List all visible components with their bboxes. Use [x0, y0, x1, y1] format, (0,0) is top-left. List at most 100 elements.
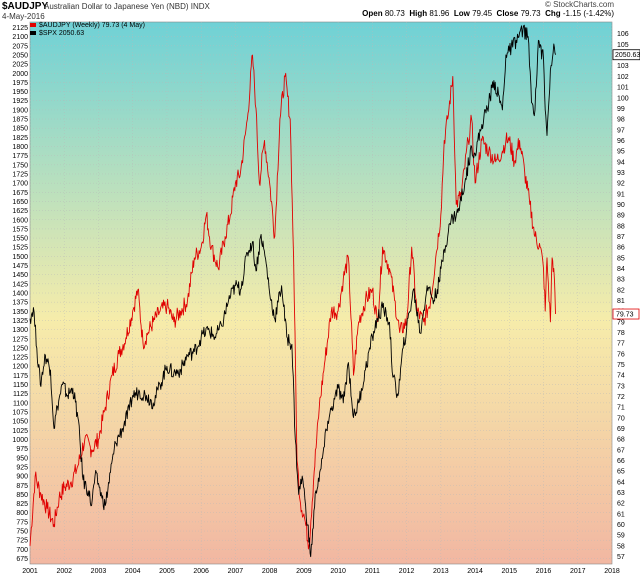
left-tick-label: 2100 [12, 34, 28, 41]
left-tick-label: 1700 [12, 181, 28, 188]
close-value: 79.73 [520, 9, 541, 18]
right-tick-label: 58 [617, 543, 625, 550]
left-tick-label: 1075 [12, 410, 28, 417]
right-tick-label: 77 [617, 341, 625, 348]
left-tick-label: 1300 [12, 327, 28, 334]
symbol-title: $AUDJPY [2, 1, 49, 12]
left-tick-label: 2050 [12, 52, 28, 59]
right-tick-label: 85 [617, 255, 625, 262]
left-tick-label: 750 [16, 529, 28, 536]
legend-spx: $SPX 2050.63 [39, 30, 84, 37]
left-tick-label: 800 [16, 510, 28, 517]
left-tick-label: 1475 [12, 263, 28, 270]
right-tick-label: 98 [617, 117, 625, 124]
high-label: High [409, 9, 428, 18]
right-tick-label: 89 [617, 213, 625, 220]
x-tick-label: 2005 [159, 568, 175, 575]
open-value: 80.73 [384, 9, 405, 18]
x-tick-label: 2018 [604, 568, 620, 575]
left-tick-label: 2125 [12, 25, 28, 32]
right-tick-label: 82 [617, 287, 625, 294]
left-tick-label: 1375 [12, 300, 28, 307]
left-tick-label: 1400 [12, 291, 28, 298]
legend-swatch-spx [30, 31, 36, 35]
right-tick-label: 86 [617, 245, 625, 252]
left-tick-label: 1125 [13, 391, 28, 398]
left-tick-label: 2000 [12, 71, 28, 78]
x-tick-label: 2016 [536, 568, 552, 575]
right-tick-label: 59 [617, 533, 625, 540]
left-tick-label: 1650 [12, 199, 28, 206]
x-tick-label: 2004 [125, 568, 141, 575]
last-value-badges: 79.73 2050.63 [612, 49, 640, 320]
right-tick-label: 93 [617, 170, 625, 177]
left-tick-label: 1150 [13, 382, 28, 389]
description-text: Australian Dollar to Japanese Yen (NBD) [44, 2, 189, 11]
legend: $AUDJPY (Weekly) 79.73 (4 May) $SPX 2050… [30, 22, 145, 37]
left-tick-label: 1525 [12, 245, 28, 252]
right-tick-label: 84 [617, 266, 625, 273]
right-tick-label: 76 [617, 351, 625, 358]
left-tick-label: 1850 [12, 126, 28, 133]
left-tick-label: 975 [16, 446, 28, 453]
right-tick-label: 91 [617, 191, 625, 198]
left-tick-label: 1925 [12, 98, 28, 105]
low-label: Low [453, 9, 470, 18]
right-axis: 57 58 59 60 61 62 63 64 65 66 67 68 69 70 71 72 73 74 75 76… [617, 31, 629, 561]
left-tick-label: 1025 [12, 428, 28, 435]
left-tick-label: 1950 [12, 89, 28, 96]
x-axis: 2001 2002 2003 2004 2005 2006 2007 2008 2009 2010… [22, 568, 620, 575]
x-tick-label: 2013 [433, 568, 449, 575]
chg-value: -1.15 (-1.42%) [562, 9, 614, 18]
right-tick-label: 100 [617, 95, 629, 102]
right-tick-label: 63 [617, 490, 625, 497]
right-tick-label: 87 [617, 234, 625, 241]
x-tick-label: 2014 [467, 568, 483, 575]
last-value-badge-audjpy [612, 308, 640, 320]
chg-label: Chg [545, 9, 561, 18]
high-value: 81.96 [429, 9, 450, 18]
right-tick-label: 65 [617, 469, 625, 476]
right-tick-label: 102 [617, 74, 629, 81]
right-tick-label: 95 [617, 149, 625, 156]
right-tick-label: 64 [617, 479, 625, 486]
series-line-spx [29, 24, 556, 558]
left-tick-label: 1325 [12, 318, 28, 325]
symbol-description: Australian Dollar to Japanese Yen (NBD) … [44, 2, 210, 11]
left-tick-label: 1900 [12, 107, 28, 114]
last-value-badge-spx [612, 49, 640, 61]
left-tick-label: 1775 [12, 153, 28, 160]
low-value: 79.45 [472, 9, 493, 18]
x-tick-label: 2010 [330, 568, 346, 575]
left-tick-label: 875 [16, 483, 28, 490]
left-tick-label: 1175 [13, 373, 28, 380]
right-tick-label: 66 [617, 458, 625, 465]
series-line-audjpy [29, 54, 556, 550]
x-tick-label: 2008 [262, 568, 278, 575]
left-tick-label: 675 [16, 556, 28, 563]
left-tick-label: 1600 [12, 217, 28, 224]
x-tick-label: 2012 [399, 568, 415, 575]
legend-audjpy: $AUDJPY (Weekly) 79.73 (4 May) [39, 22, 145, 29]
x-tick-label: 2006 [193, 568, 209, 575]
left-tick-label: 1975 [12, 80, 28, 87]
right-tick-label: 79 [617, 319, 625, 326]
stockcharts-watermark: © StockCharts.com [544, 0, 614, 9]
right-tick-label: 90 [617, 202, 625, 209]
left-tick-label: 1250 [12, 345, 28, 352]
left-tick-label: 1275 [12, 336, 28, 343]
left-tick-label: 1800 [12, 144, 28, 151]
right-tick-label: 67 [617, 447, 625, 454]
right-tick-label: 103 [617, 63, 629, 70]
right-tick-label: 78 [617, 330, 625, 337]
right-tick-label: 57 [617, 554, 625, 561]
x-tick-label: 2002 [56, 568, 72, 575]
left-tick-label: 825 [16, 501, 28, 508]
left-tick-label: 1450 [12, 272, 28, 279]
x-tick-label: 2011 [365, 568, 380, 575]
open-label: Open [362, 9, 383, 18]
right-tick-label: 75 [617, 362, 625, 369]
right-tick-label: 83 [617, 277, 625, 284]
x-tick-label: 2009 [296, 568, 312, 575]
